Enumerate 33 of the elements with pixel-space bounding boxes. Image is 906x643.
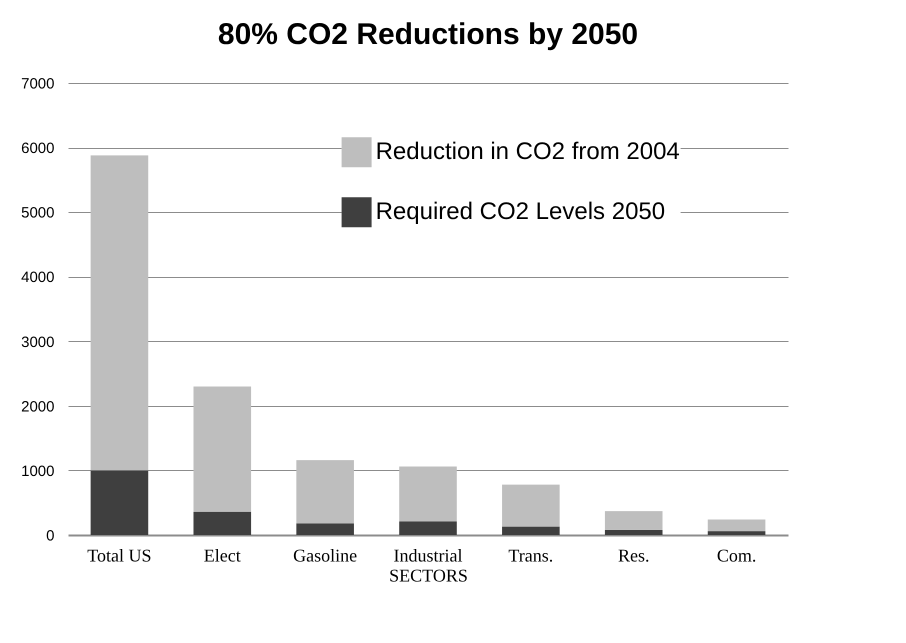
- bar: [708, 520, 766, 532]
- x-tick-label: Res.: [618, 546, 650, 566]
- bar: [604, 511, 663, 530]
- bar: [502, 526, 560, 535]
- y-tick-label: 2000: [21, 398, 54, 416]
- x-tick-label: Com.: [716, 546, 756, 566]
- bar: [399, 466, 457, 522]
- bar: [502, 484, 560, 527]
- y-tick-label: 7000: [21, 76, 54, 92]
- x-tick-label: Total US: [87, 546, 152, 566]
- y-tick-label: 1000: [21, 462, 54, 480]
- y-tick-label: 6000: [21, 140, 54, 158]
- x-tick-label: Industrial: [394, 546, 462, 566]
- bar: [399, 521, 457, 535]
- y-tick-label: 4000: [21, 269, 54, 286]
- bar: [296, 523, 354, 535]
- bar: [708, 531, 766, 535]
- x-tick-label: Gasoline: [293, 546, 358, 566]
- legend-label: Required CO2 Levels 2050: [376, 198, 666, 226]
- bar: [193, 386, 252, 512]
- bar: [90, 470, 148, 535]
- y-tick-label: 3000: [21, 334, 54, 351]
- bar: [90, 155, 148, 470]
- x-axis-title: SECTORS: [389, 566, 468, 586]
- legend-label: Reduction in CO2 from 2004: [376, 138, 680, 166]
- y-tick-label: 5000: [21, 204, 54, 222]
- x-tick-label: Trans.: [508, 546, 554, 566]
- bar: [296, 460, 354, 524]
- bar: [193, 512, 252, 535]
- bar: [604, 530, 663, 535]
- chart-title: 80% CO2 Reductions by 2050: [218, 18, 638, 51]
- y-tick-label: 0: [46, 528, 54, 544]
- x-tick-label: Elect: [204, 546, 241, 566]
